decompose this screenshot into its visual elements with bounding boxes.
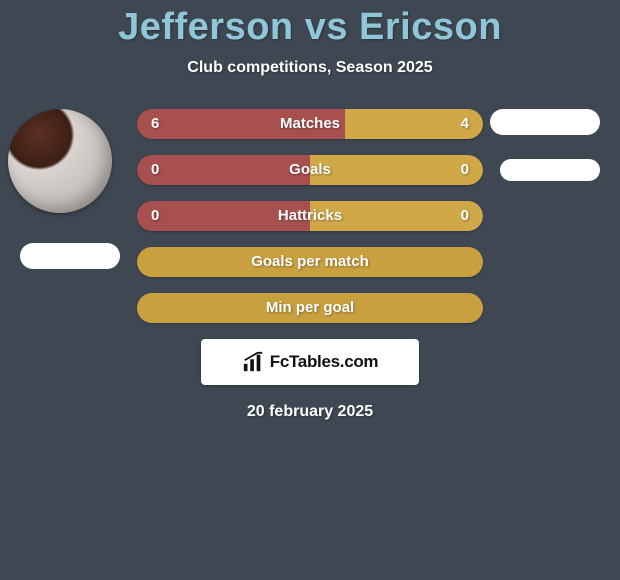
stat-row: Min per goal [137, 293, 483, 323]
stat-row: 64Matches [137, 109, 483, 139]
stat-label: Goals [137, 155, 483, 185]
date-label: 20 february 2025 [0, 403, 620, 421]
stat-rows: 64Matches 00Goals 00Hattricks Goals per mat… [137, 109, 483, 323]
player-right-name-pill-2 [500, 159, 600, 181]
player-left-name-pill [20, 243, 120, 269]
stat-row: 00Goals [137, 155, 483, 185]
logo-text: FcTables.com [270, 352, 379, 372]
player-right-name-pill [490, 109, 600, 135]
logo-box[interactable]: FcTables.com [201, 339, 419, 385]
page-title: Jefferson vs Ericson [0, 0, 620, 49]
stat-label: Min per goal [137, 293, 483, 323]
stat-row: Goals per match [137, 247, 483, 277]
stat-row: 00Hattricks [137, 201, 483, 231]
comparison-panel: 64Matches 00Goals 00Hattricks Goals per mat… [0, 109, 620, 421]
player-left-avatar [8, 109, 112, 213]
stat-label: Hattricks [137, 201, 483, 231]
bar-chart-icon [242, 351, 264, 373]
stat-label: Goals per match [137, 247, 483, 277]
subtitle: Club competitions, Season 2025 [0, 59, 620, 77]
stat-label: Matches [137, 109, 483, 139]
